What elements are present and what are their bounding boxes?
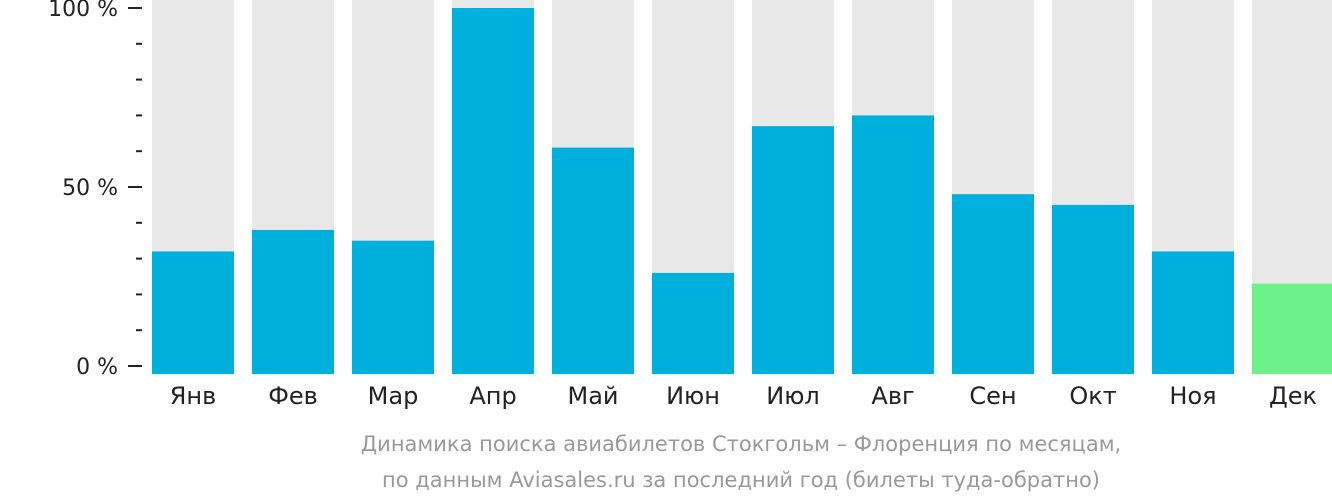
chart-caption-line-1: Динамика поиска авиабилетов Стокгольм – … <box>360 432 1122 456</box>
bar-1 <box>152 251 234 374</box>
y-tick-label: 0 % <box>76 355 118 380</box>
x-tick-label: Июн <box>666 382 720 410</box>
y-axis: 0 % 50 % 100 % <box>48 0 142 380</box>
x-tick-label: Янв <box>170 382 217 410</box>
bar-7 <box>752 126 834 374</box>
bar-12 <box>1252 283 1332 374</box>
x-tick-label: Фев <box>268 382 318 410</box>
bar-6 <box>652 272 734 374</box>
chart-caption-line-2: по данным Aviasales.ru за последний год … <box>382 468 1100 492</box>
x-tick-label: Окт <box>1069 382 1116 410</box>
x-tick-label: Мар <box>368 382 419 410</box>
x-tick-label: Июл <box>766 382 820 410</box>
bar-10 <box>1052 204 1134 374</box>
y-tick-label: 50 % <box>62 176 118 201</box>
x-tick-label: Май <box>567 382 618 410</box>
bar-3 <box>352 240 434 374</box>
bar-5 <box>552 147 634 374</box>
y-tick-label: 100 % <box>48 0 118 22</box>
bar-11 <box>1152 251 1234 374</box>
x-tick-label: Сен <box>969 382 1016 410</box>
bars <box>152 0 1332 375</box>
x-tick-label: Ноя <box>1169 382 1216 410</box>
bar-9 <box>952 194 1034 374</box>
bar-4 <box>452 8 534 374</box>
x-tick-label: Апр <box>469 382 516 410</box>
bar-2 <box>252 229 334 374</box>
bar-chart: 0 % 50 % 100 % Янв Фев Мар Апр Май Июн Июл Авг Сен… <box>48 0 1332 410</box>
x-axis-labels: Янв Фев Мар Апр Май Июн Июл Авг Сен Окт Ноя Дек <box>170 382 1317 410</box>
bar-8 <box>852 115 934 375</box>
x-tick-label: Авг <box>871 382 914 410</box>
x-tick-label: Дек <box>1269 382 1317 410</box>
